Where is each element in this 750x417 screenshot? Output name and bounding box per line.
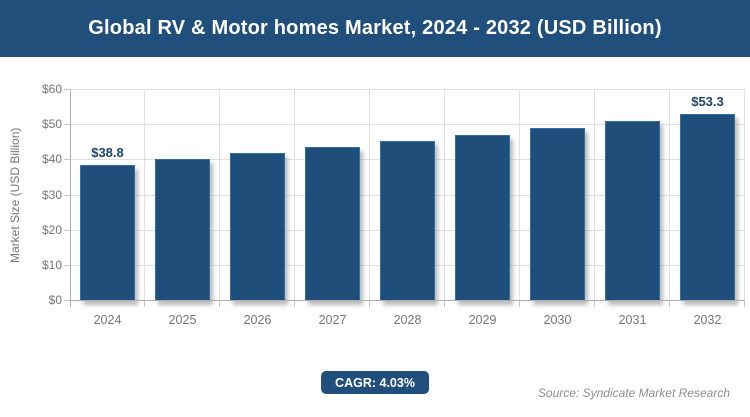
y-tick-mark (64, 300, 70, 301)
bar-2031 (605, 120, 660, 301)
x-tick-mark (519, 301, 520, 307)
chart-title-bar: Global RV & Motor homes Market, 2024 - 2… (0, 0, 750, 57)
v-gridline (294, 90, 295, 301)
y-tick-label: $0 (48, 293, 62, 307)
x-tick-label-2031: 2031 (618, 313, 647, 327)
bar-2024 (80, 164, 135, 301)
y-tick-mark (64, 124, 70, 126)
x-tick-mark (744, 301, 745, 307)
x-tick-label-2030: 2030 (543, 313, 572, 327)
h-gridline (70, 89, 745, 90)
bar-2027 (305, 147, 360, 301)
y-tick-label: $20 (41, 222, 62, 237)
x-tick-mark (369, 301, 370, 307)
v-gridline (594, 90, 595, 301)
source-attribution: Source: Syndicate Market Research (537, 386, 730, 400)
x-axis-line (70, 300, 745, 301)
bar-2025 (155, 158, 210, 301)
bar-value-label: $38.8 (91, 144, 124, 160)
v-gridline (144, 90, 145, 301)
y-axis-line (70, 90, 71, 307)
x-tick-mark (594, 301, 595, 307)
bar-2032 (680, 113, 735, 301)
x-tick-mark (219, 301, 220, 307)
y-tick-label: $40 (41, 152, 62, 167)
y-tick-mark (64, 159, 70, 161)
v-gridline (519, 90, 520, 301)
v-gridline (369, 90, 370, 301)
plot-area: $0 $10 $20 $30 $40 $50 $60 2024 2025 2026 2027 2028… (42, 82, 745, 327)
y-tick-mark (64, 89, 70, 90)
h-gridline (70, 124, 745, 126)
y-tick-mark (64, 264, 70, 266)
x-tick-label-2024: 2024 (93, 313, 122, 327)
x-tick-label-2027: 2027 (318, 313, 347, 327)
x-tick-label-2025: 2025 (168, 313, 197, 327)
y-tick-mark (64, 194, 70, 196)
bar-2028 (380, 141, 435, 301)
x-tick-label-2028: 2028 (393, 313, 422, 327)
v-gridline (444, 90, 445, 301)
bar-2030 (530, 127, 585, 301)
y-tick-label: $10 (41, 257, 62, 272)
x-tick-mark (669, 301, 670, 307)
bar-2026 (230, 153, 285, 301)
x-tick-mark (294, 301, 295, 307)
cagr-label: CAGR: 4.03% (335, 375, 415, 390)
cagr-badge: CAGR: 4.03% (321, 371, 429, 394)
y-tick-mark (64, 229, 70, 231)
v-gridline (219, 90, 220, 301)
chart-title: Global RV & Motor homes Market, 2024 - 2… (88, 17, 662, 39)
x-tick-label-2032: 2032 (693, 313, 722, 327)
x-tick-label-2026: 2026 (243, 313, 272, 327)
x-tick-label-2029: 2029 (468, 313, 497, 327)
v-gridline (744, 90, 745, 301)
x-tick-mark (144, 301, 145, 307)
x-tick-mark (444, 301, 445, 307)
y-tick-label: $30 (41, 187, 62, 202)
y-tick-label: $60 (41, 82, 62, 96)
v-gridline (669, 90, 670, 301)
bar-2029 (455, 134, 510, 301)
y-tick-label: $50 (41, 117, 62, 132)
bar-value-label: $53.3 (691, 93, 724, 109)
